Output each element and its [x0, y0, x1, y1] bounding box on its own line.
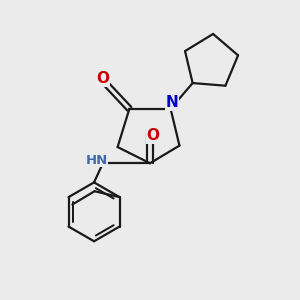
- Text: O: O: [96, 71, 110, 86]
- Text: HN: HN: [85, 154, 107, 167]
- Text: O: O: [146, 128, 159, 143]
- Text: N: N: [166, 95, 178, 110]
